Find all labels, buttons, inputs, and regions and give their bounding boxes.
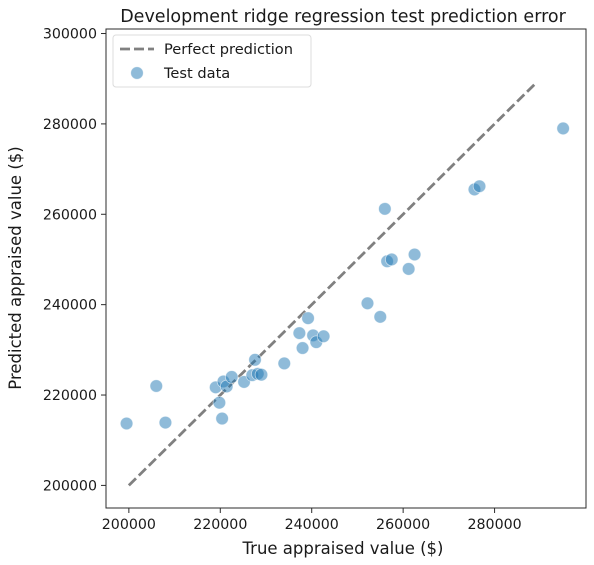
legend-label-perfect-prediction: Perfect prediction: [164, 41, 293, 58]
x-axis-ticks: 200000 220000 240000 260000 280000: [102, 508, 522, 533]
y-tick-label: 300000: [43, 27, 97, 43]
x-tick-label: 200000: [102, 517, 156, 533]
data-point: [120, 417, 133, 430]
data-point: [296, 342, 309, 355]
data-point: [557, 122, 570, 135]
x-tick-label: 260000: [376, 517, 430, 533]
data-point: [402, 263, 415, 276]
y-tick-label: 260000: [43, 207, 97, 223]
data-point: [317, 330, 330, 343]
data-point: [225, 371, 238, 384]
chart-title: Development ridge regression test predic…: [120, 7, 566, 27]
data-point: [213, 396, 226, 409]
data-point: [249, 353, 262, 366]
y-tick-label: 200000: [43, 478, 97, 494]
legend: Perfect prediction Test data: [113, 35, 311, 87]
plot-area: 200000 220000 240000 260000 280000 200000 220…: [43, 27, 586, 533]
data-point: [408, 248, 421, 261]
y-tick-label: 280000: [43, 117, 97, 133]
data-point: [361, 297, 374, 310]
y-axis-label: Predicted appraised value ($): [6, 146, 25, 389]
legend-point-swatch: [131, 67, 144, 80]
data-point: [216, 412, 229, 425]
data-point: [473, 180, 486, 193]
plot-frame: [106, 29, 586, 508]
test-data-points: [120, 122, 569, 430]
data-point: [150, 380, 163, 393]
perfect-prediction-line: [129, 83, 536, 485]
y-tick-label: 240000: [43, 298, 97, 314]
data-point: [255, 368, 268, 381]
x-tick-label: 280000: [467, 517, 521, 533]
data-point: [302, 312, 315, 325]
data-point: [159, 416, 172, 429]
data-point: [379, 203, 392, 216]
x-tick-label: 220000: [193, 517, 247, 533]
data-point: [293, 327, 306, 340]
data-point: [385, 253, 398, 266]
x-axis-label: True appraised value ($): [242, 539, 444, 558]
y-axis-ticks: 200000 220000 240000 260000 280000 300000: [43, 27, 106, 495]
data-point: [278, 357, 291, 370]
y-tick-label: 220000: [43, 388, 97, 404]
x-tick-label: 240000: [285, 517, 339, 533]
legend-label-test-data: Test data: [163, 65, 230, 82]
data-point: [374, 311, 387, 324]
